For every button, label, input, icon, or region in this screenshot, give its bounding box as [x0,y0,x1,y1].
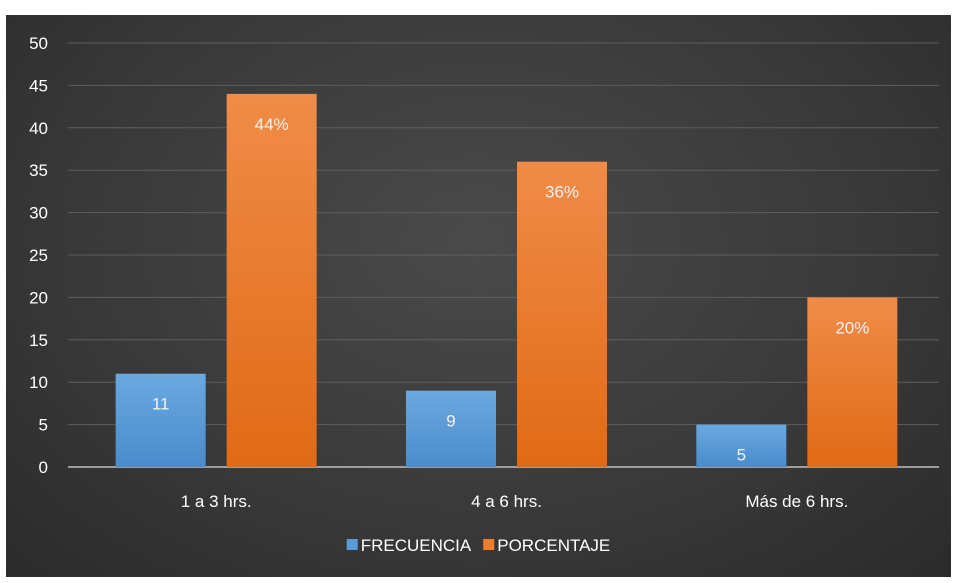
y-tick-label: 5 [39,416,48,435]
legend-item-frecuencia: FRECUENCIA [346,536,472,555]
bar-chart: 0 5 10 15 20 25 30 35 40 45 50 11 44% 9 36% 5 20% 1 a 3… [29,34,939,555]
bar-frecuencia-0 [115,373,206,467]
chart-area: 0 5 10 15 20 25 30 35 40 45 50 11 44% 9 36% 5 20% 1 a 3… [6,15,951,577]
x-axis: 1 a 3 hrs. 4 a 6 hrs. Más de 6 hrs. [181,492,849,511]
y-tick-label: 30 [29,204,48,223]
legend-label: PORCENTAJE [497,536,610,555]
legend-swatch [346,539,358,550]
data-label: 36% [545,183,579,202]
category-label: 4 a 6 hrs. [471,492,542,511]
bars [115,93,898,467]
y-tick-label: 15 [29,331,48,350]
data-label: 5 [737,446,746,465]
data-label: 44% [255,115,289,134]
category-label: Más de 6 hrs. [745,492,848,511]
data-label: 11 [152,395,170,414]
y-tick-label: 50 [29,34,48,53]
bar-porcentaje-2 [807,297,898,467]
y-tick-label: 40 [29,119,48,138]
y-axis: 0 5 10 15 20 25 30 35 40 45 50 [29,34,48,477]
y-tick-label: 45 [29,76,48,95]
data-label: 20% [835,318,869,337]
legend-swatch [483,539,495,550]
y-tick-label: 0 [39,458,48,477]
y-tick-label: 20 [29,288,48,307]
data-labels: 11 44% 9 36% 5 20% [152,115,870,465]
bar-frecuencia-2 [696,424,787,467]
y-tick-label: 25 [29,246,48,265]
y-tick-label: 10 [29,373,48,392]
legend: FRECUENCIA PORCENTAJE [346,536,610,555]
legend-item-porcentaje: PORCENTAJE [483,536,610,555]
bar-frecuencia-1 [406,390,496,467]
data-label: 9 [446,412,455,431]
bar-porcentaje-0 [226,93,317,467]
y-tick-label: 35 [29,161,48,180]
gridlines [68,42,939,468]
bar-porcentaje-1 [517,161,607,467]
legend-label: FRECUENCIA [361,536,472,555]
category-label: 1 a 3 hrs. [181,492,252,511]
